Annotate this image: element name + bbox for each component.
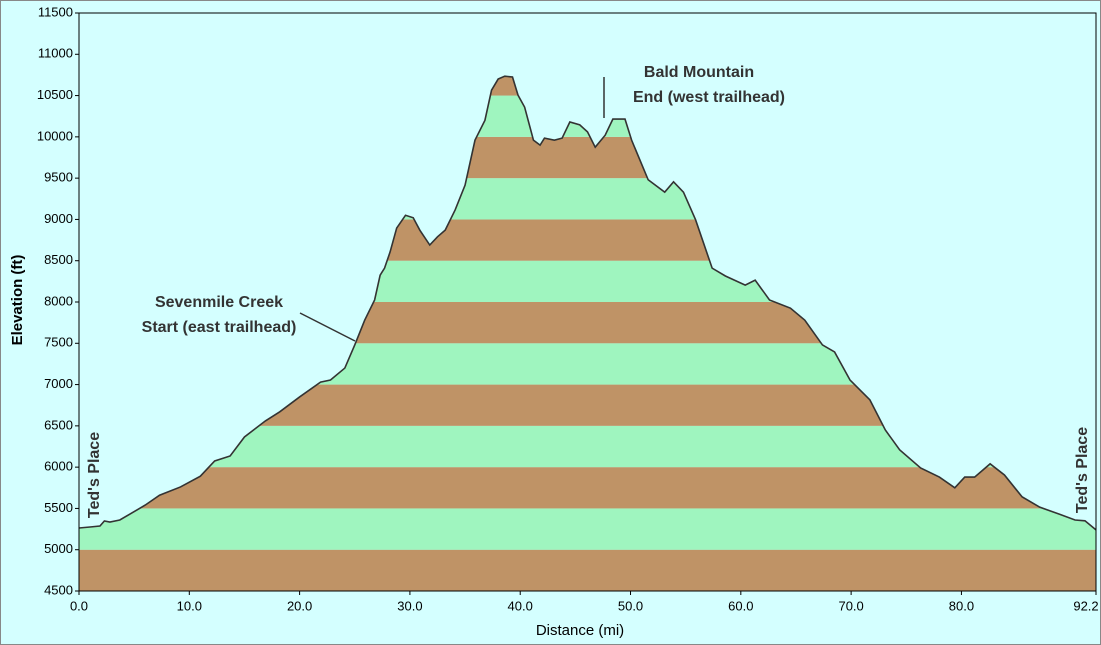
elevation-band bbox=[79, 467, 1096, 509]
elevation-band bbox=[79, 549, 1096, 591]
x-tick-label: 50.0 bbox=[618, 598, 643, 613]
elevation-band bbox=[79, 508, 1096, 550]
x-tick-label: 92.2 bbox=[1073, 598, 1098, 613]
y-tick-label: 5500 bbox=[44, 500, 73, 515]
y-tick-label: 9500 bbox=[44, 170, 73, 185]
x-tick-label: 80.0 bbox=[949, 598, 974, 613]
x-tick-label: 10.0 bbox=[177, 598, 202, 613]
annotation: Sevenmile Creek bbox=[155, 294, 283, 311]
y-tick-label: 8000 bbox=[44, 293, 73, 308]
x-tick-label: 0.0 bbox=[70, 598, 88, 613]
y-tick-label: 10500 bbox=[37, 87, 73, 102]
annotation: Bald Mountain bbox=[644, 64, 754, 81]
profile-line bbox=[78, 75, 1097, 531]
x-tick-label: 20.0 bbox=[287, 598, 312, 613]
y-tick-label: 11500 bbox=[38, 4, 73, 19]
annotation: Ted's Place bbox=[1074, 427, 1091, 513]
x-tick-label: 60.0 bbox=[728, 598, 753, 613]
x-axis-label: Distance (mi) bbox=[536, 622, 624, 639]
y-tick-label: 11000 bbox=[38, 46, 73, 61]
x-tick-label: 40.0 bbox=[508, 598, 533, 613]
y-tick-label: 6000 bbox=[44, 459, 73, 474]
y-tick-label: 8500 bbox=[44, 252, 73, 267]
x-tick-label: 30.0 bbox=[397, 598, 422, 613]
y-tick-label: 6500 bbox=[44, 417, 73, 432]
y-tick-label: 7000 bbox=[44, 376, 73, 391]
y-tick-label: 10000 bbox=[37, 128, 73, 143]
y-tick-label: 4500 bbox=[44, 582, 73, 597]
y-tick-label: 5000 bbox=[44, 541, 73, 556]
annotation: End (west trailhead) bbox=[633, 89, 785, 106]
annotation: Start (east trailhead) bbox=[142, 319, 297, 336]
x-tick-label: 70.0 bbox=[838, 598, 863, 613]
y-axis-label: Elevation (ft) bbox=[9, 255, 26, 346]
y-tick-label: 7500 bbox=[44, 335, 73, 350]
y-tick-label: 9000 bbox=[44, 211, 73, 226]
annotation-pointer bbox=[299, 312, 356, 342]
annotation: Ted's Place bbox=[86, 432, 103, 518]
